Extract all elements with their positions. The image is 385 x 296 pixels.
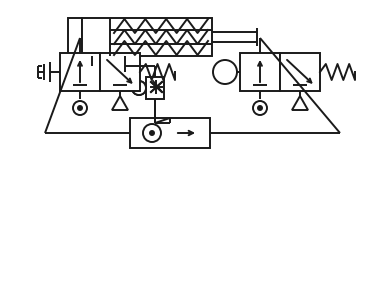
- Bar: [240, 53, 280, 91]
- Bar: [280, 53, 320, 91]
- Circle shape: [143, 124, 161, 142]
- Circle shape: [253, 101, 267, 115]
- Circle shape: [73, 101, 87, 115]
- Circle shape: [132, 81, 146, 95]
- Circle shape: [132, 81, 146, 95]
- Circle shape: [150, 131, 154, 135]
- Bar: [68, 18, 82, 56]
- Bar: [60, 53, 100, 91]
- Circle shape: [78, 106, 82, 110]
- Bar: [146, 77, 164, 99]
- Circle shape: [258, 106, 262, 110]
- Bar: [100, 53, 140, 91]
- Bar: [130, 118, 210, 148]
- Bar: [82, 18, 212, 56]
- Circle shape: [213, 60, 237, 84]
